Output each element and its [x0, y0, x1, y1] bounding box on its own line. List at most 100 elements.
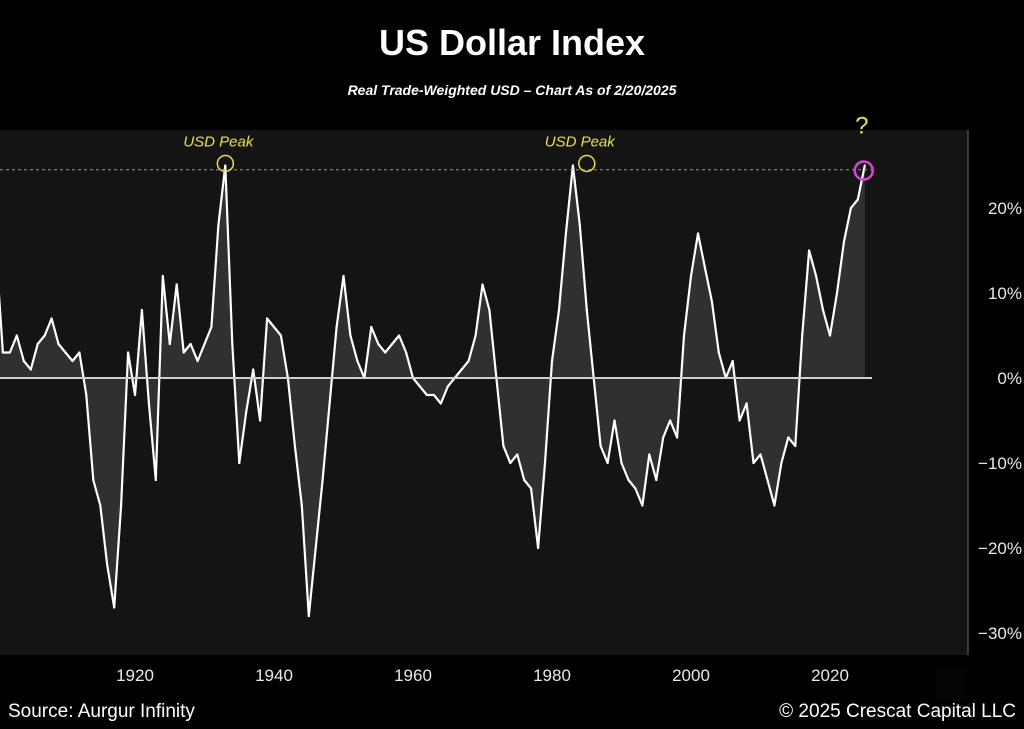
data-point-1956 — [384, 351, 387, 354]
data-point-2002 — [703, 266, 707, 269]
data-point-2013 — [780, 461, 783, 465]
peak-marker-1 — [578, 154, 596, 173]
data-point-1936 — [245, 410, 248, 414]
data-point-1994 — [648, 453, 651, 456]
data-point-2023 — [849, 206, 853, 210]
data-point-1920 — [133, 393, 137, 397]
data-point-2006 — [731, 359, 734, 363]
data-point-1926 — [175, 283, 178, 286]
data-point-1939 — [266, 317, 269, 320]
data-point-2011 — [766, 478, 769, 482]
data-point-1904 — [22, 359, 25, 363]
x-tick-label-2020: 2020 — [811, 666, 849, 685]
data-point-1906 — [36, 342, 39, 346]
copyright-label: © 2025 Crescat Capital LLC — [779, 701, 1016, 722]
data-point-1987 — [599, 444, 602, 448]
data-point-1908 — [50, 317, 53, 320]
data-point-2003 — [710, 300, 714, 303]
y-tick-label--10: −10% — [978, 454, 1022, 473]
data-point-2000 — [689, 274, 693, 278]
data-point-1968 — [467, 359, 470, 363]
data-point-1925 — [168, 342, 171, 346]
x-tick-label-2000: 2000 — [672, 666, 710, 685]
data-point-1901 — [1, 351, 4, 354]
data-point-1911 — [71, 359, 74, 363]
x-tick-label-1980: 1980 — [533, 666, 571, 685]
y-tick-label--30: −30% — [978, 624, 1022, 643]
data-point-2008 — [745, 402, 748, 405]
data-point-1935 — [238, 461, 241, 465]
data-point-2014 — [787, 436, 790, 439]
data-point-1980 — [550, 359, 554, 363]
data-point-1945 — [307, 614, 310, 618]
current-value-marker — [853, 160, 874, 181]
data-point-1930 — [203, 342, 206, 346]
data-point-2016 — [801, 334, 804, 337]
data-point-1903 — [15, 334, 18, 337]
data-point-1979 — [543, 461, 547, 465]
data-point-1947 — [321, 478, 324, 482]
data-point-1998 — [676, 436, 679, 439]
data-point-1932 — [217, 223, 220, 227]
data-point-1941 — [279, 334, 282, 337]
data-point-1923 — [154, 478, 157, 482]
data-point-1938 — [259, 419, 262, 422]
data-point-2001 — [696, 232, 700, 235]
data-point-1928 — [189, 342, 192, 346]
data-point-2017 — [808, 249, 811, 252]
data-point-1917 — [113, 606, 116, 609]
data-point-1905 — [29, 368, 32, 371]
data-point-1912 — [78, 351, 81, 354]
data-point-1909 — [57, 342, 60, 346]
data-point-2009 — [752, 461, 755, 465]
data-point-1921 — [140, 308, 143, 312]
series-area-0 — [0, 165, 865, 616]
x-tick-label-1940: 1940 — [255, 666, 293, 685]
data-point-1949 — [335, 325, 338, 329]
data-point-1952 — [356, 359, 359, 363]
data-point-1937 — [252, 368, 255, 371]
data-point-1992 — [634, 487, 637, 490]
data-point-1971 — [488, 308, 491, 312]
data-point-1970 — [481, 283, 484, 286]
question-annotation: ? — [855, 113, 868, 140]
data-point-1918 — [120, 504, 123, 507]
data-point-1916 — [106, 563, 109, 567]
data-point-1915 — [99, 504, 102, 507]
data-point-1988 — [606, 461, 609, 465]
data-point-1975 — [516, 453, 519, 456]
data-point-2022 — [842, 240, 846, 244]
data-point-1958 — [398, 334, 401, 337]
y-tick-label-0: 0% — [997, 369, 1022, 388]
data-point-1969 — [474, 334, 477, 337]
data-point-1931 — [210, 325, 213, 329]
data-point-1990 — [620, 461, 623, 465]
data-point-1914 — [92, 478, 95, 482]
data-point-2018 — [815, 274, 818, 278]
data-point-1951 — [349, 334, 352, 337]
data-point-2004 — [717, 351, 720, 354]
data-point-2007 — [738, 419, 741, 422]
data-point-1959 — [405, 351, 408, 354]
series-line-0 — [0, 164, 866, 618]
data-point-1955 — [377, 342, 380, 346]
data-point-1927 — [182, 351, 185, 354]
data-point-1989 — [613, 419, 616, 422]
source-label: Source: Aurgur Infinity — [8, 701, 195, 722]
data-point-1910 — [64, 351, 67, 354]
data-point-1997 — [669, 419, 672, 422]
chart-subtitle: Real Trade-Weighted USD – Chart As of 2/… — [347, 82, 677, 98]
dark-box — [935, 668, 965, 700]
data-point-1954 — [370, 325, 373, 329]
data-point-1919 — [127, 351, 130, 354]
data-point-1981 — [557, 308, 561, 312]
data-point-1902 — [8, 351, 11, 354]
data-point-2024 — [856, 198, 859, 201]
data-point-2021 — [835, 291, 839, 295]
data-point-1977 — [530, 487, 533, 490]
data-point-1965 — [446, 385, 449, 388]
data-point-1976 — [523, 478, 526, 482]
data-point-1999 — [682, 334, 686, 337]
data-point-2010 — [759, 453, 762, 456]
